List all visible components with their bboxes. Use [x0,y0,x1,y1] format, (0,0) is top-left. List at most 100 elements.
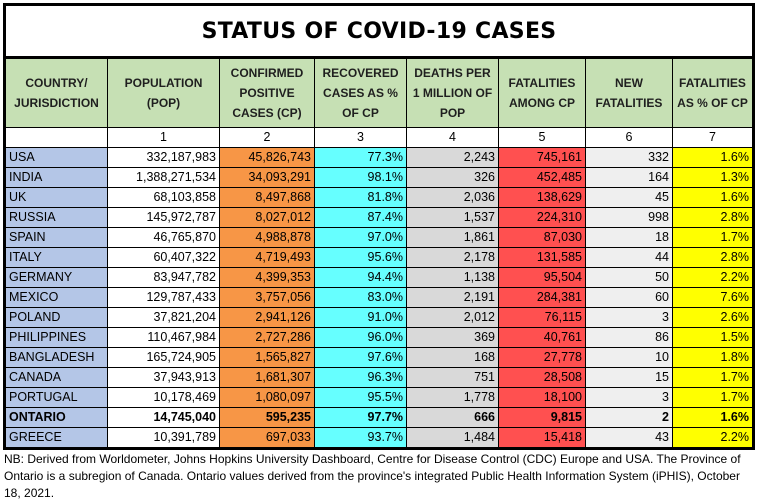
fatalities-cell: 27,778 [498,347,586,368]
country-cell: RUSSIA [4,207,108,228]
deaths-per-million-cell: 2,012 [406,307,499,328]
new-fatalities-cell: 15 [585,367,673,388]
population-cell: 68,103,858 [107,187,220,208]
country-cell: ONTARIO [4,407,108,428]
table-row: BANGLADESH 165,724,905 1,565,827 97.6% 168 27… [4,347,754,368]
confirmed-cases-cell: 697,033 [219,427,315,449]
fatalities-cell: 131,585 [498,247,586,268]
population-cell: 10,391,789 [107,427,220,449]
deaths-per-million-cell: 1,138 [406,267,499,288]
column-header: POPULATION (POP) [107,57,220,128]
column-header: NEW FATALITIES [585,57,673,128]
table-title: STATUS OF COVID-19 CASES [4,4,754,59]
confirmed-cases-cell: 2,941,126 [219,307,315,328]
fatality-pct-cell: 1.7% [672,387,754,408]
new-fatalities-cell: 332 [585,147,673,168]
country-cell: CANADA [4,367,108,388]
population-cell: 37,943,913 [107,367,220,388]
new-fatalities-cell: 43 [585,427,673,449]
country-cell: POLAND [4,307,108,328]
table-row: CANADA 37,943,913 1,681,307 96.3% 751 28,508 1… [4,367,754,388]
column-number: 5 [498,127,586,148]
population-cell: 1,388,271,534 [107,167,220,188]
country-cell: INDIA [4,167,108,188]
fatality-pct-cell: 2.8% [672,247,754,268]
population-cell: 145,972,787 [107,207,220,228]
recovered-pct-cell: 91.0% [314,307,407,328]
new-fatalities-cell: 164 [585,167,673,188]
new-fatalities-cell: 18 [585,227,673,248]
new-fatalities-cell: 10 [585,347,673,368]
new-fatalities-cell: 998 [585,207,673,228]
deaths-per-million-cell: 369 [406,327,499,348]
fatalities-cell: 9,815 [498,407,586,428]
table-row: GERMANY 83,947,782 4,399,353 94.4% 1,138 95,5… [4,267,754,288]
confirmed-cases-cell: 1,565,827 [219,347,315,368]
table-row: ONTARIO 14,745,040 595,235 97.7% 666 9,815 2 1.… [4,407,754,428]
recovered-pct-cell: 87.4% [314,207,407,228]
confirmed-cases-cell: 595,235 [219,407,315,428]
population-cell: 83,947,782 [107,267,220,288]
fatalities-cell: 745,161 [498,147,586,168]
deaths-per-million-cell: 2,036 [406,187,499,208]
column-header: CONFIRMED POSITIVE CASES (CP) [219,57,315,128]
country-cell: PORTUGAL [4,387,108,408]
recovered-pct-cell: 77.3% [314,147,407,168]
recovered-pct-cell: 97.6% [314,347,407,368]
fatality-pct-cell: 1.8% [672,347,754,368]
population-cell: 129,787,433 [107,287,220,308]
confirmed-cases-cell: 1,080,097 [219,387,315,408]
new-fatalities-cell: 2 [585,407,673,428]
fatality-pct-cell: 1.5% [672,327,754,348]
recovered-pct-cell: 97.7% [314,407,407,428]
fatalities-cell: 15,418 [498,427,586,449]
country-cell: ITALY [4,247,108,268]
table-row: PORTUGAL 10,178,469 1,080,097 95.5% 1,778 18,… [4,387,754,408]
header-row: COUNTRY/ JURISDICTION POPULATION (POP) CON… [4,57,754,128]
confirmed-cases-cell: 34,093,291 [219,167,315,188]
column-number: 6 [585,127,673,148]
fatality-pct-cell: 1.3% [672,167,754,188]
column-header: FATALITIES AMONG CP [498,57,586,128]
recovered-pct-cell: 83.0% [314,287,407,308]
country-cell: PHILIPPINES [4,327,108,348]
fatalities-cell: 87,030 [498,227,586,248]
country-cell: GERMANY [4,267,108,288]
table-row: GREECE 10,391,789 697,033 93.7% 1,484 15,418 4… [4,427,754,449]
country-cell: MEXICO [4,287,108,308]
confirmed-cases-cell: 45,826,743 [219,147,315,168]
fatalities-cell: 18,100 [498,387,586,408]
column-header: FATALITIES AS % OF CP [672,57,754,128]
fatalities-cell: 224,310 [498,207,586,228]
footnote: NB: Derived from Worldometer, Johns Hopk… [4,452,741,500]
confirmed-cases-cell: 1,681,307 [219,367,315,388]
country-cell: GREECE [4,427,108,449]
recovered-pct-cell: 94.4% [314,267,407,288]
table-row: INDIA 1,388,271,534 34,093,291 98.1% 326 452,… [4,167,754,188]
recovered-pct-cell: 96.3% [314,367,407,388]
deaths-per-million-cell: 1,861 [406,227,499,248]
column-header: COUNTRY/ JURISDICTION [4,57,108,128]
fatalities-cell: 40,761 [498,327,586,348]
new-fatalities-cell: 44 [585,247,673,268]
deaths-per-million-cell: 666 [406,407,499,428]
table-row: PHILIPPINES 110,467,984 2,727,286 96.0% 369 4… [4,327,754,348]
column-number: 3 [314,127,407,148]
confirmed-cases-cell: 8,027,012 [219,207,315,228]
country-cell: USA [4,147,108,168]
fatality-pct-cell: 1.7% [672,367,754,388]
column-number [4,127,108,148]
table-row: SPAIN 46,765,870 4,988,878 97.0% 1,861 87,030… [4,227,754,248]
recovered-pct-cell: 96.0% [314,327,407,348]
recovered-pct-cell: 95.5% [314,387,407,408]
table-row: POLAND 37,821,204 2,941,126 91.0% 2,012 76,11… [4,307,754,328]
country-cell: BANGLADESH [4,347,108,368]
table-row: ITALY 60,407,322 4,719,493 95.6% 2,178 131,58… [4,247,754,268]
population-cell: 14,745,040 [107,407,220,428]
deaths-per-million-cell: 2,191 [406,287,499,308]
recovered-pct-cell: 93.7% [314,427,407,449]
fatalities-cell: 452,485 [498,167,586,188]
population-cell: 60,407,322 [107,247,220,268]
confirmed-cases-cell: 2,727,286 [219,327,315,348]
